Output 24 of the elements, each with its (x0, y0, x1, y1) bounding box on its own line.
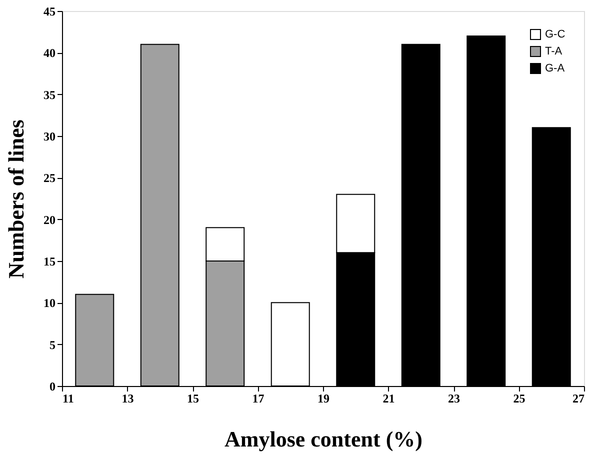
x-tick-label: 23 (448, 392, 460, 406)
y-tick-label: 40 (44, 46, 56, 60)
y-axis-title: Numbers of lines (4, 119, 28, 278)
x-tick-label: 21 (382, 392, 395, 406)
x-tick-label: 17 (252, 392, 264, 406)
legend-label: G-C (545, 28, 566, 40)
x-tick-label: 15 (187, 392, 199, 406)
y-tick-label: 15 (44, 254, 56, 268)
x-tick-label: 19 (318, 392, 330, 406)
x-tick-label: 27 (572, 392, 584, 406)
x-tick-label: 11 (62, 392, 74, 406)
y-tick-label: 45 (44, 4, 56, 18)
x-tick-label: 13 (122, 392, 134, 406)
legend-label: G-A (545, 62, 566, 74)
y-tick-label: 25 (44, 171, 56, 186)
y-tick-label: 10 (44, 296, 56, 310)
y-tick-label: 20 (44, 212, 56, 227)
y-tick-label: 30 (44, 130, 56, 144)
legend-label: T-A (545, 46, 563, 58)
x-tick-label: 25 (513, 392, 526, 406)
y-tick-label: 35 (44, 88, 56, 102)
x-axis-title: Amylose content (%) (224, 426, 422, 452)
y-tick-label: 5 (50, 338, 56, 352)
y-tick-label: 0 (50, 380, 56, 394)
